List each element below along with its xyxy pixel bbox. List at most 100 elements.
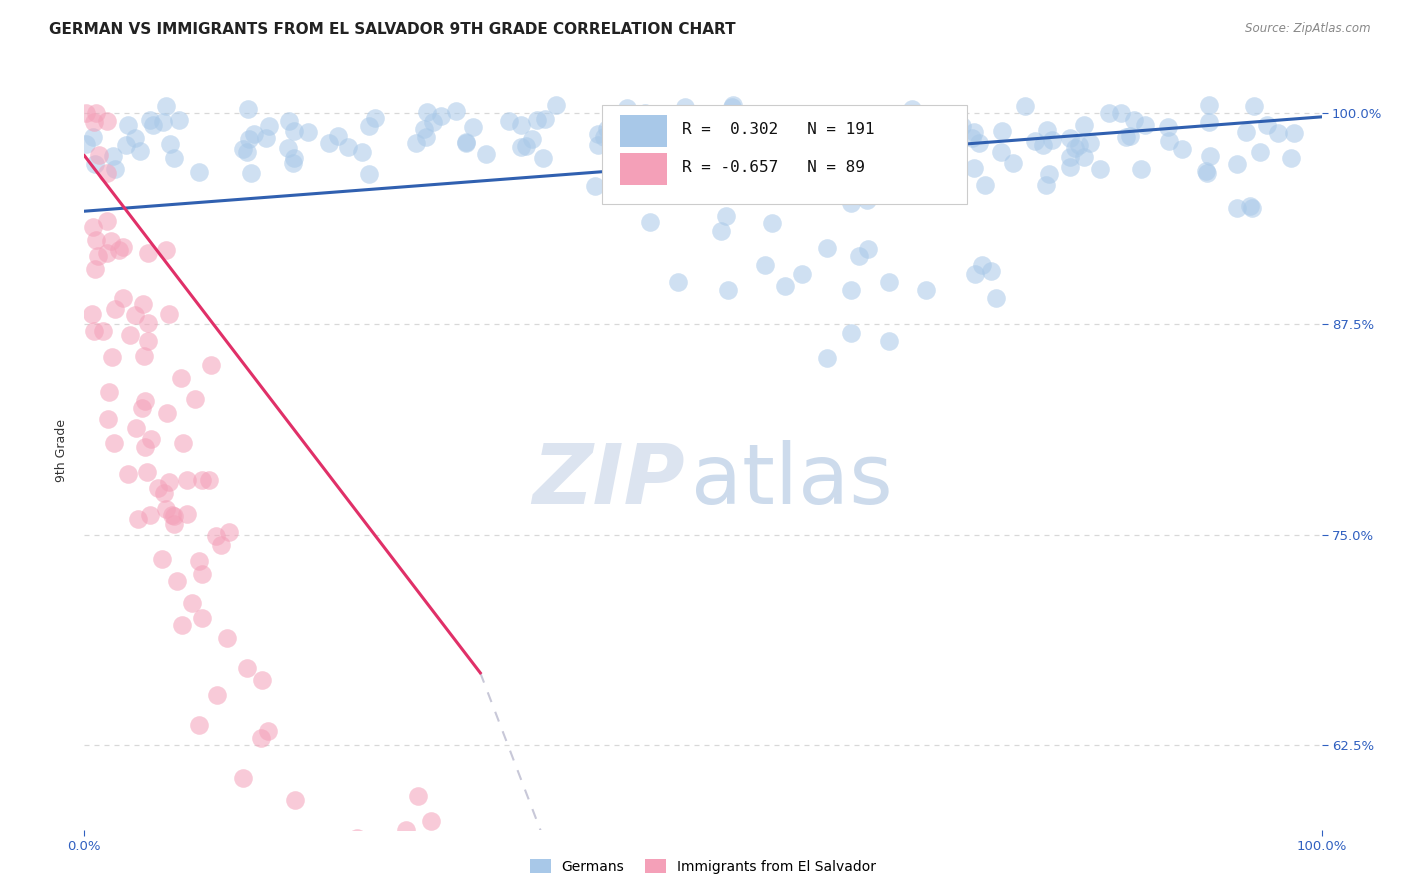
Point bbox=[87, 249, 110, 263]
Point bbox=[141, 433, 163, 447]
Point bbox=[1098, 106, 1121, 120]
Point bbox=[136, 334, 159, 349]
Point bbox=[346, 830, 368, 845]
Point bbox=[640, 215, 662, 229]
Point bbox=[124, 308, 146, 322]
Point bbox=[281, 156, 304, 170]
Point bbox=[740, 112, 762, 126]
Point bbox=[155, 501, 177, 516]
Point bbox=[1114, 130, 1136, 145]
Point bbox=[395, 822, 418, 837]
Point bbox=[75, 137, 97, 152]
Point bbox=[1279, 151, 1302, 165]
Point bbox=[681, 120, 703, 134]
Point bbox=[1157, 120, 1180, 135]
Point bbox=[721, 98, 744, 112]
Point bbox=[422, 115, 444, 129]
Point bbox=[364, 111, 387, 125]
Point bbox=[461, 120, 484, 135]
Point bbox=[785, 120, 807, 134]
Point bbox=[156, 406, 179, 420]
Point bbox=[284, 793, 307, 807]
Point bbox=[600, 109, 623, 123]
Point bbox=[693, 151, 716, 165]
Point bbox=[602, 132, 624, 146]
Point bbox=[254, 131, 277, 145]
Point bbox=[498, 114, 520, 128]
Point bbox=[82, 220, 104, 235]
Point bbox=[267, 855, 290, 870]
Point bbox=[515, 139, 537, 153]
Point bbox=[101, 149, 124, 163]
Point bbox=[191, 611, 214, 625]
Point bbox=[170, 370, 193, 384]
Point bbox=[104, 162, 127, 177]
Point bbox=[157, 307, 180, 321]
Point bbox=[190, 566, 212, 581]
Point bbox=[1119, 128, 1142, 143]
Point bbox=[602, 155, 624, 169]
Point bbox=[103, 436, 125, 450]
Point bbox=[965, 267, 987, 281]
Point bbox=[419, 814, 441, 829]
Point bbox=[132, 297, 155, 311]
Point bbox=[127, 512, 149, 526]
Point bbox=[721, 100, 744, 114]
Point bbox=[326, 129, 349, 144]
Point bbox=[87, 147, 110, 161]
Point bbox=[83, 115, 105, 129]
Point bbox=[1226, 201, 1249, 215]
Point bbox=[170, 618, 193, 632]
Point bbox=[1249, 145, 1271, 159]
Point bbox=[510, 118, 533, 132]
Point bbox=[1038, 167, 1060, 181]
Point bbox=[675, 100, 697, 114]
Point bbox=[1073, 150, 1095, 164]
Point bbox=[405, 136, 427, 150]
Point bbox=[935, 127, 957, 141]
Point bbox=[148, 481, 170, 495]
Point bbox=[526, 112, 548, 127]
Point bbox=[112, 240, 135, 254]
Point bbox=[232, 771, 254, 785]
Point bbox=[710, 224, 733, 238]
Point bbox=[647, 124, 669, 138]
Point bbox=[889, 150, 911, 164]
Point bbox=[283, 124, 305, 138]
Point bbox=[1133, 118, 1156, 132]
Point bbox=[136, 317, 159, 331]
Point bbox=[444, 847, 467, 862]
Point bbox=[136, 246, 159, 260]
Point bbox=[1035, 178, 1057, 192]
Point bbox=[456, 136, 478, 150]
Point bbox=[318, 136, 340, 150]
Point bbox=[117, 467, 139, 481]
Point bbox=[534, 112, 557, 126]
Point bbox=[1241, 202, 1264, 216]
Point bbox=[1243, 99, 1265, 113]
Point bbox=[150, 552, 173, 566]
Point bbox=[242, 128, 264, 142]
Point bbox=[139, 508, 162, 522]
Point bbox=[960, 130, 983, 145]
Point bbox=[115, 138, 138, 153]
Point bbox=[641, 120, 664, 135]
Point bbox=[134, 393, 156, 408]
Point bbox=[232, 142, 254, 156]
Point bbox=[1078, 136, 1101, 150]
Point bbox=[991, 124, 1014, 138]
Point bbox=[108, 244, 131, 258]
Point bbox=[218, 524, 240, 539]
Point bbox=[162, 151, 184, 165]
Point bbox=[1195, 164, 1218, 178]
Point bbox=[155, 99, 177, 113]
Point bbox=[711, 159, 734, 173]
Point bbox=[162, 508, 184, 522]
Point bbox=[187, 165, 209, 179]
Point bbox=[889, 154, 911, 169]
Point bbox=[935, 129, 957, 144]
Point bbox=[634, 105, 657, 120]
Point bbox=[914, 157, 936, 171]
Point bbox=[350, 145, 373, 159]
Point bbox=[969, 136, 991, 151]
